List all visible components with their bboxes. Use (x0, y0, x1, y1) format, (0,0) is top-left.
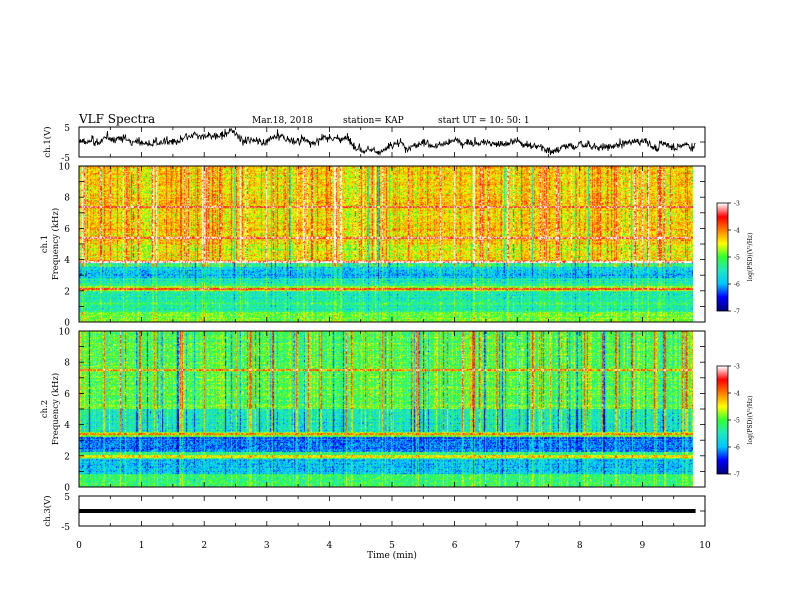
x-axis-tick-label: 3 (264, 541, 270, 551)
colorbar-ch1-gradient (717, 203, 728, 311)
x-axis-tick-label: 4 (327, 541, 333, 551)
spectrogram-ch2-ticks (78, 330, 706, 488)
spectrogram-ch1-panel: 0 2 4 6 8 10 ch.1 Frequency (kHz) (40, 163, 706, 329)
waveform-ch3-ticks (78, 495, 706, 527)
colorbar-ch1-ticks: -3 -4 -5 -6 -7 (728, 201, 740, 316)
x-axis-tick-label: 1 (139, 541, 145, 551)
spectrogram-ch1-ticks (78, 165, 706, 323)
x-axis-tick-label: 7 (514, 541, 520, 551)
x-axis-tick-label: 5 (389, 541, 395, 551)
colorbar-ch1-tick-label: -7 (734, 309, 740, 316)
spectrogram-ch1-yticklabels: 0 2 4 6 8 10 (59, 163, 71, 329)
spectrogram-ch2-channel-label: ch.2 (40, 400, 50, 418)
colorbar-ch2-tick-label: -7 (734, 472, 740, 479)
x-axis-tick-label: 2 (201, 541, 207, 551)
waveform-ch3-panel: 5 -5 ch.3(V) (42, 493, 706, 533)
spectrogram-ch1-ytick-label: 10 (59, 163, 71, 173)
colorbar-ch2-ticks: -3 -4 -5 -6 -7 (728, 364, 740, 479)
spectrogram-ch2-ytick-label: 2 (64, 452, 70, 462)
colorbar-ch1-tick-label: -3 (734, 201, 740, 208)
date-label: Mar.18, 2018 (252, 116, 313, 126)
spectrogram-ch2-ytick-label: 4 (64, 421, 70, 431)
colorbar-ch1-tick-label: -4 (734, 228, 740, 235)
spectrogram-ch2-panel: 0 2 4 6 8 10 ch.2 Frequency (kHz) (40, 328, 706, 494)
waveform-ch1-ytick-top: 5 (64, 124, 70, 134)
x-axis-ticklabels: 0 1 2 3 4 5 6 7 8 9 10 (76, 541, 711, 551)
spectrogram-ch2-image-holder (79, 331, 693, 487)
colorbar-ch2-tick-label: -4 (734, 391, 740, 398)
spectrogram-ch2-yticklabels: 0 2 4 6 8 10 (59, 328, 71, 494)
figure-title: VLF Spectra (78, 112, 155, 126)
waveform-ch1-trace (78, 127, 696, 157)
colorbar-ch2-tick-label: -5 (734, 418, 740, 425)
spectrogram-ch1-ytick-label: 6 (64, 225, 70, 235)
colorbar-ch2-gradient (717, 366, 728, 474)
spectrogram-ch1-image-holder (79, 166, 693, 322)
station-label: station= KAP (343, 116, 404, 126)
waveform-ch3-ytick-bottom: -5 (61, 523, 70, 533)
waveform-ch1-ytick-bottom: -5 (61, 154, 70, 164)
spectrogram-ch2-ylabel: Frequency (kHz) (50, 373, 61, 445)
colorbar-ch1-label: log(PSD)(V²/Hz) (747, 233, 754, 282)
colorbar-ch2-label: log(PSD)(V²/Hz) (747, 396, 754, 445)
waveform-ch3-ytick-top: 5 (64, 493, 70, 503)
colorbar-ch2-tick-label: -3 (734, 364, 740, 371)
spectrogram-ch1-ytick-label: 4 (64, 256, 70, 266)
spectrogram-ch2-ytick-label: 0 (64, 484, 70, 494)
colorbar-ch2: -3 -4 -5 -6 -7 log(PSD)(V²/Hz) (716, 364, 754, 479)
spectrogram-ch2-ytick-label: 8 (64, 359, 70, 369)
waveform-ch3-ylabel: ch.3(V) (42, 495, 53, 526)
x-axis-tick-label: 10 (699, 541, 711, 551)
waveform-ch1-panel: 5 -5 ch.1(V) (42, 124, 706, 164)
spectrogram-ch1-ytick-label: 8 (64, 194, 70, 204)
spectrogram-ch2-ytick-label: 10 (59, 328, 71, 338)
x-axis-tick-label: 0 (76, 541, 82, 551)
spectrogram-ch2-image (79, 331, 693, 487)
colorbar-ch1-tick-label: -6 (734, 282, 740, 289)
spectrogram-ch1-channel-label: ch.1 (40, 235, 50, 253)
spectrogram-ch1-ytick-label: 0 (64, 319, 70, 329)
waveform-ch3-trace (79, 509, 696, 513)
colorbar-ch1-holder (717, 203, 728, 311)
x-axis-tick-label: 9 (640, 541, 646, 551)
x-axis-tick-label: 8 (577, 541, 583, 551)
spectrogram-ch2-ytick-label: 6 (64, 390, 70, 400)
waveform-ch1-ylabel: ch.1(V) (42, 126, 53, 157)
colorbar-ch2-tick-label: -6 (734, 445, 740, 452)
spectrogram-ch1-image (79, 166, 693, 322)
start-time-label: start UT = 10: 50: 1 (438, 116, 530, 126)
colorbar-ch2-holder (717, 366, 728, 474)
colorbar-ch1: -3 -4 -5 -6 -7 log(PSD)(V²/Hz) (716, 201, 754, 316)
spectrogram-ch1-ylabel: Frequency (kHz) (50, 208, 61, 280)
spectrogram-ch1-ytick-label: 2 (64, 287, 70, 297)
x-axis-label: Time (min) (367, 550, 417, 561)
colorbar-ch1-tick-label: -5 (734, 255, 740, 262)
waveform-ch1-ticks (78, 126, 706, 158)
x-axis-tick-label: 6 (452, 541, 458, 551)
